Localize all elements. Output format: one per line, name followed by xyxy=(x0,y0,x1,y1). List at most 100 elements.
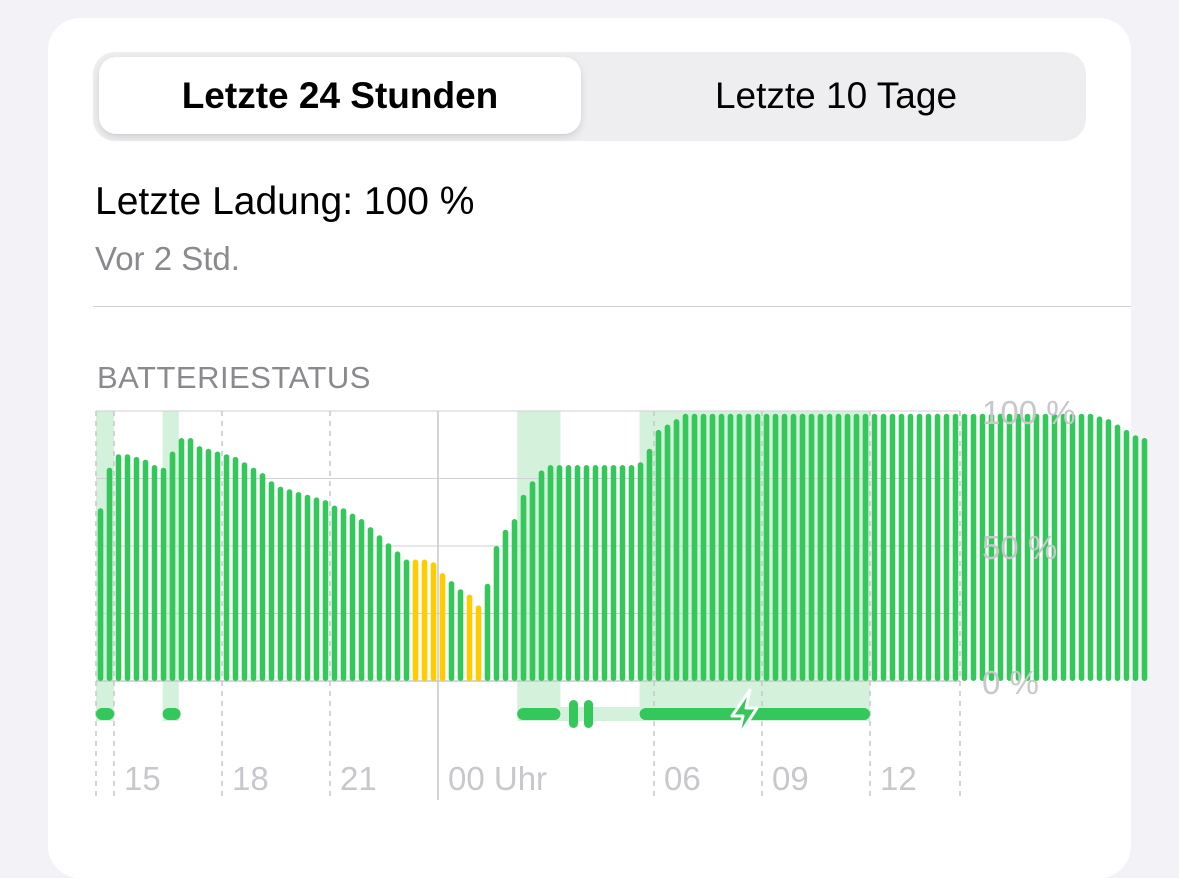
battery-level-bar xyxy=(142,459,149,681)
battery-level-bar xyxy=(628,465,635,681)
battery-level-bar xyxy=(790,413,797,681)
battery-level-bar xyxy=(421,559,428,681)
battery-level-bar xyxy=(538,470,545,681)
battery-level-bar xyxy=(529,481,536,681)
charging-segment xyxy=(162,708,181,720)
battery-level-bar xyxy=(727,413,734,681)
battery-level-bar xyxy=(493,546,500,681)
segment-last-24-hours[interactable]: Letzte 24 Stunden xyxy=(99,57,581,134)
pause-icon-bar xyxy=(584,700,593,728)
battery-level-bar xyxy=(214,451,221,681)
battery-level-bar xyxy=(844,413,851,681)
battery-level-bar xyxy=(655,429,662,681)
battery-level-bar xyxy=(1006,413,1013,681)
battery-level-bar xyxy=(223,454,230,681)
battery-level-bar xyxy=(169,451,176,681)
battery-level-bar xyxy=(952,413,959,681)
battery-level-bar xyxy=(1123,429,1130,681)
battery-level-bar xyxy=(736,413,743,681)
battery-level-bar xyxy=(781,413,788,681)
battery-level-bar xyxy=(1060,413,1067,681)
battery-level-chart[interactable]: 100 % 50 % 0 % 15 18 21 00 Uhr 06 09 12 xyxy=(0,0,1179,846)
battery-level-bar xyxy=(880,413,887,681)
battery-status-title: BATTERIESTATUS xyxy=(97,360,371,395)
battery-level-bar xyxy=(394,551,401,681)
battery-level-bar xyxy=(574,465,581,681)
battery-level-bar xyxy=(718,413,725,681)
segment-last-10-days[interactable]: Letzte 10 Tage xyxy=(714,74,958,116)
battery-level-bar xyxy=(124,454,131,681)
battery-level-bar xyxy=(1105,419,1112,681)
battery-level-bar xyxy=(565,465,572,681)
battery-level-bar xyxy=(448,581,455,681)
battery-level-bar xyxy=(610,465,617,681)
battery-level-bar xyxy=(1141,438,1148,681)
battery-level-bar xyxy=(1096,416,1103,681)
battery-level-bar xyxy=(1087,413,1094,681)
battery-level-bar xyxy=(637,462,644,681)
battery-level-bar xyxy=(259,473,266,681)
battery-level-bar xyxy=(1042,413,1049,681)
battery-level-bar xyxy=(340,508,347,681)
battery-level-bar xyxy=(547,465,554,681)
battery-level-bar xyxy=(763,413,770,681)
battery-level-bar xyxy=(970,413,977,681)
battery-level-bar xyxy=(331,505,338,681)
battery-level-bar xyxy=(817,413,824,681)
battery-level-bar xyxy=(601,465,608,681)
battery-level-bar xyxy=(475,605,482,681)
battery-level-bar xyxy=(1132,435,1139,681)
battery-level-bar xyxy=(619,465,626,681)
battery-level-bar xyxy=(754,413,761,681)
battery-level-bar xyxy=(592,465,599,681)
battery-level-bar xyxy=(106,467,113,681)
battery-level-bar xyxy=(277,486,284,681)
battery-level-bar xyxy=(97,508,104,681)
battery-level-bar xyxy=(511,519,518,681)
charging-segment xyxy=(96,708,114,720)
battery-level-bar xyxy=(691,413,698,681)
battery-level-bar xyxy=(304,494,311,681)
battery-level-bar xyxy=(286,489,293,681)
charging-bolt-icon xyxy=(730,688,759,739)
battery-level-bar xyxy=(673,419,680,681)
battery-level-bar xyxy=(925,413,932,681)
battery-level-bar xyxy=(664,424,671,681)
last-charge-label: Letzte Ladung: 100 % xyxy=(95,180,475,223)
battery-level-bar xyxy=(1069,413,1076,681)
battery-level-bar xyxy=(151,465,158,681)
battery-level-bar xyxy=(745,413,752,681)
battery-level-bar xyxy=(772,413,779,681)
x-tick-label: 12 xyxy=(880,760,917,797)
battery-level-bar xyxy=(484,583,491,681)
last-charge-time: Vor 2 Std. xyxy=(95,240,240,277)
time-range-segmented-control: Letzte 24 Stunden Letzte 10 Tage xyxy=(93,52,1086,141)
battery-level-bar xyxy=(853,413,860,681)
battery-level-bar xyxy=(1051,413,1058,681)
battery-level-bar xyxy=(997,413,1004,681)
x-tick-label: 21 xyxy=(340,760,377,797)
battery-level-bar xyxy=(241,462,248,681)
battery-level-bar xyxy=(322,500,329,681)
battery-level-bar xyxy=(268,481,275,681)
battery-level-bar xyxy=(871,413,878,681)
battery-level-bar xyxy=(898,413,905,681)
battery-level-bar xyxy=(907,413,914,681)
battery-level-bar xyxy=(196,446,203,681)
battery-level-bar xyxy=(862,413,869,681)
y-tick-label-0: 0 % xyxy=(982,664,1039,701)
battery-level-bar xyxy=(700,413,707,681)
battery-level-bar xyxy=(961,413,968,681)
battery-level-bar xyxy=(826,413,833,681)
battery-level-bar xyxy=(1078,413,1085,681)
x-tick-label: 09 xyxy=(772,760,809,797)
x-tick-label: 06 xyxy=(664,760,701,797)
battery-level-bar xyxy=(187,438,194,681)
battery-level-bar xyxy=(1024,413,1031,681)
battery-level-bar xyxy=(430,562,437,681)
battery-level-bar xyxy=(439,573,446,681)
battery-level-bar xyxy=(313,497,320,681)
battery-level-bar xyxy=(979,413,986,681)
battery-level-bar xyxy=(115,454,122,681)
battery-level-bar xyxy=(1114,424,1121,681)
